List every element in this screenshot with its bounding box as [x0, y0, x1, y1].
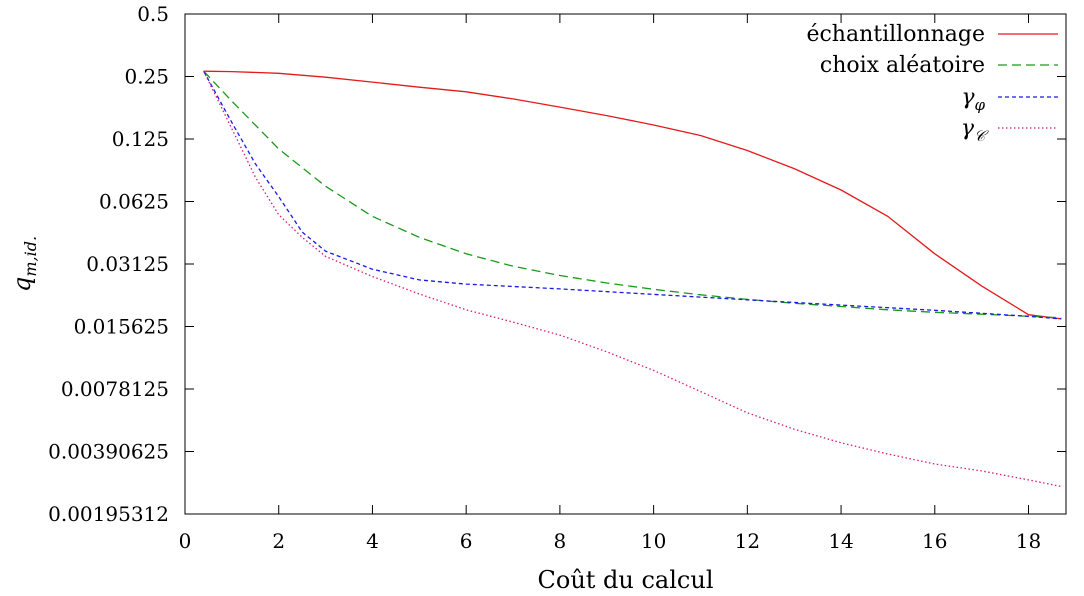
y-axis-title-sub: m,id.: [21, 236, 40, 277]
legend-label-2: choix aléatoire: [820, 53, 985, 78]
x-tick-label: 2: [272, 529, 285, 553]
y-tick-label: 0.0078125: [61, 377, 169, 401]
plot-border: [184, 13, 1067, 515]
legend-label-main: γ: [961, 85, 975, 110]
y-tick-label: 0.5: [137, 2, 169, 26]
series-line-4: [203, 70, 1062, 488]
x-tick-label: 6: [460, 529, 473, 553]
series-line-2: [203, 70, 1062, 319]
legend-label-sub: φ: [974, 96, 985, 114]
x-tick-label: 4: [366, 529, 379, 553]
plot-frame: [184, 13, 1067, 515]
x-tick-label: 18: [1016, 529, 1041, 553]
legend-label-4: γ𝒞: [961, 116, 989, 145]
legend-label-1: échantillonnage: [806, 22, 985, 47]
x-tick-label: 10: [641, 529, 666, 553]
legend-label-main: γ: [961, 116, 975, 141]
legend-label-sub: 𝒞: [974, 127, 989, 145]
y-tick-label: 0.25: [124, 65, 169, 89]
series-layer: [203, 70, 1062, 488]
y-tick-label: 0.015625: [74, 315, 169, 339]
x-tick-label: 14: [828, 529, 853, 553]
y-axis-title: qm,id.: [8, 236, 40, 292]
y-axis: 0.5 0.25 0.125 0.0625 0.03125 0.015625 0.00781…: [48, 2, 1066, 526]
series-line-1: [203, 70, 1062, 320]
x-tick-label: 0: [179, 529, 192, 553]
y-tick-label: 0.03125: [86, 252, 169, 276]
y-tick-label: 0.125: [112, 127, 169, 151]
y-tick-label: 0.0625: [99, 190, 169, 214]
x-axis-title: Coût du calcul: [538, 566, 714, 594]
x-axis: 0 2 4 6 8 10 12 14 16 18: [179, 14, 1041, 553]
x-tick-label: 16: [922, 529, 947, 553]
y-tick-label: 0.00390625: [48, 440, 169, 464]
y-tick-label: 0.00195312: [48, 502, 169, 526]
series-line-3: [203, 70, 1062, 320]
legend-label-3: γφ: [961, 85, 985, 114]
x-tick-label: 12: [735, 529, 760, 553]
x-tick-label: 8: [554, 529, 567, 553]
y-axis-title-main: q: [8, 277, 36, 292]
